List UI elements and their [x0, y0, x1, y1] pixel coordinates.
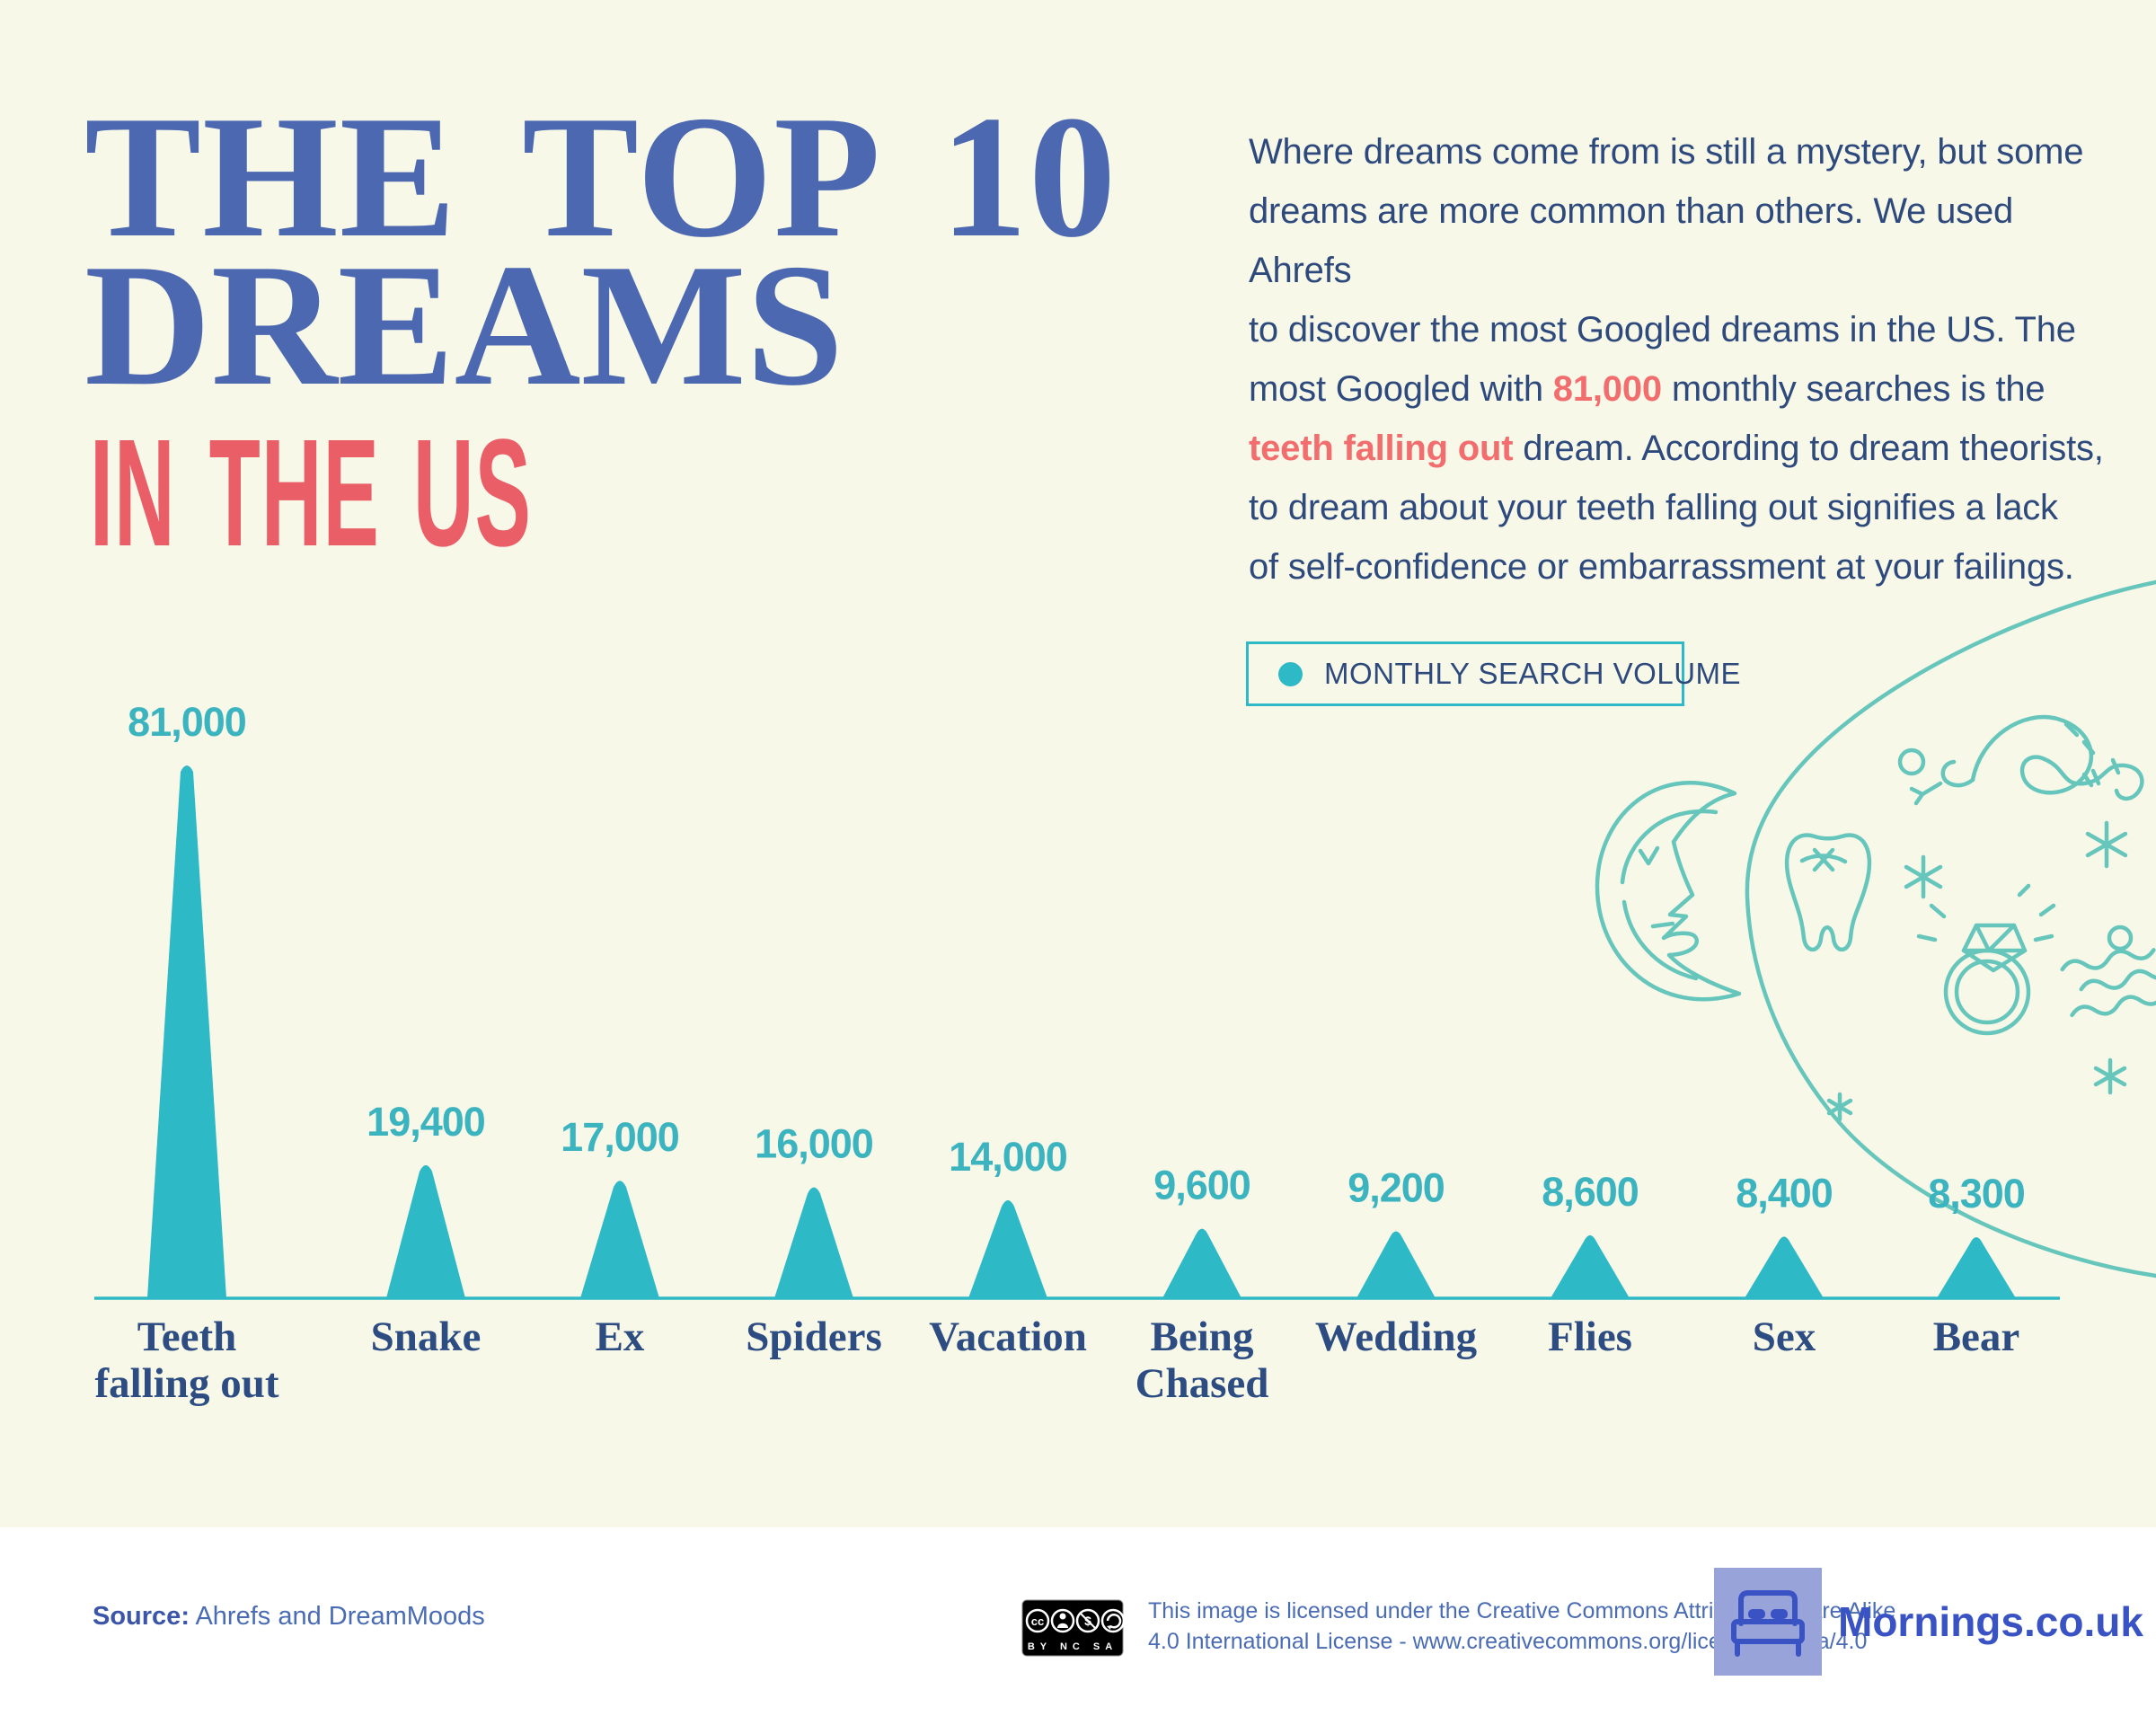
swoosh-curve	[1745, 579, 2156, 1278]
footer-bar: Source: Ahrefs and DreamMoods cc $ BY NC…	[0, 1527, 2156, 1725]
intro-text-run: most Googled with	[1249, 369, 1553, 409]
page-title-line2: DREAMS	[84, 228, 844, 422]
legend-label: MONTHLY SEARCH VOLUME	[1324, 657, 1742, 690]
ring-icon	[1916, 883, 2056, 1036]
source-label: Source:	[93, 1602, 190, 1631]
peak-snake	[386, 1164, 465, 1298]
bed-logo-icon	[1714, 1568, 1822, 1676]
category-label: Vacation	[929, 1314, 1087, 1360]
intro-text-run: Where dreams come from is still a myster…	[1249, 132, 2084, 172]
intro-text-run: dreams are more common than others. We u…	[1249, 191, 2014, 290]
svg-text:cc: cc	[1031, 1614, 1044, 1628]
intro-text-run: of self-confidence or embarrassment at y…	[1249, 547, 2074, 587]
value-label: 19,400	[367, 1099, 485, 1145]
category-label: Teeth falling out	[94, 1314, 278, 1407]
category-label: Wedding	[1315, 1314, 1478, 1360]
legend-dot-icon	[1278, 661, 1303, 686]
sparkle-icon	[1826, 1092, 1853, 1122]
tooth-icon	[1784, 833, 1872, 952]
value-label: 17,000	[561, 1114, 679, 1160]
category-label: Snake	[371, 1314, 482, 1360]
intro-highlight: 81,000	[1552, 369, 1662, 409]
category-label: Bear	[1933, 1314, 2020, 1360]
value-label: 8,400	[1736, 1170, 1833, 1216]
brand-name: Mornings.co.uk	[1838, 1598, 2143, 1645]
page-subtitle: IN THE US	[90, 408, 533, 579]
intro-text-run: to discover the most Googled dreams in t…	[1249, 310, 2076, 349]
cc-badge-subtext: BY NC SA	[1028, 1641, 1118, 1652]
value-label: 8,300	[1928, 1171, 2025, 1216]
peak-teeth-falling-out	[147, 765, 226, 1298]
value-label: 16,000	[755, 1120, 873, 1166]
value-label: 8,600	[1542, 1169, 1639, 1215]
sparkle-icon	[2085, 820, 2128, 869]
intro-highlight: teeth falling out	[1249, 429, 1514, 468]
category-label: Spiders	[746, 1314, 882, 1360]
dot-circle-icon	[1897, 748, 1926, 776]
intro-paragraph: Where dreams come from is still a myster…	[1249, 122, 2111, 597]
category-label: Being Chased	[1135, 1314, 1269, 1407]
peak-being-chased	[1162, 1228, 1241, 1298]
category-label: Sex	[1753, 1314, 1816, 1360]
category-label: Flies	[1548, 1314, 1632, 1360]
value-label: 14,000	[949, 1134, 1067, 1180]
peak-vacation	[968, 1199, 1047, 1298]
intro-text-run: monthly searches is the	[1661, 369, 2046, 409]
chart-legend: MONTHLY SEARCH VOLUME	[1246, 641, 1741, 706]
source-credit: Source: Ahrefs and DreamMoods	[93, 1602, 485, 1632]
peak-bear	[1937, 1237, 2016, 1298]
page-title-line1: THE TOP 10	[84, 80, 1118, 274]
value-label: 81,000	[128, 699, 246, 745]
sparkle-icon	[1904, 854, 1943, 899]
category-label: Ex	[596, 1314, 645, 1360]
peak-spiders	[774, 1187, 853, 1298]
intro-text-run: dream. According to dream theorists,	[1513, 429, 2104, 468]
sparkle-icon	[2093, 1057, 2127, 1095]
value-label: 9,600	[1153, 1163, 1250, 1208]
peak-ex	[580, 1181, 659, 1298]
peak-flies	[1551, 1234, 1630, 1298]
source-text: Ahrefs and DreamMoods	[189, 1602, 485, 1631]
creative-commons-badge-icon: cc $ BY NC SA	[1021, 1599, 1124, 1657]
value-label: 9,200	[1348, 1165, 1445, 1211]
peak-wedding	[1356, 1231, 1436, 1298]
waves-icon	[2060, 948, 2156, 1018]
snake-icon	[1909, 714, 2144, 806]
intro-text-run: to dream about your teeth falling out si…	[1249, 488, 2058, 527]
peak-sex	[1745, 1236, 1824, 1298]
moon-icon	[1595, 781, 1742, 1002]
dot-circle-icon	[2107, 924, 2134, 951]
